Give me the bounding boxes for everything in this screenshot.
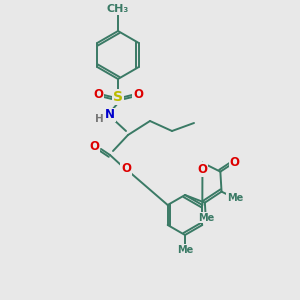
Text: O: O <box>93 88 103 101</box>
Text: O: O <box>230 156 239 169</box>
Text: Me: Me <box>177 245 193 255</box>
Text: S: S <box>113 90 123 104</box>
Text: N: N <box>105 109 115 122</box>
Text: O: O <box>121 163 131 176</box>
Text: O: O <box>89 140 99 152</box>
Text: Me: Me <box>227 193 243 203</box>
Text: Me: Me <box>198 213 214 223</box>
Text: H: H <box>94 114 103 124</box>
Text: O: O <box>133 88 143 101</box>
Text: CH₃: CH₃ <box>107 4 129 14</box>
Text: O: O <box>197 163 208 176</box>
